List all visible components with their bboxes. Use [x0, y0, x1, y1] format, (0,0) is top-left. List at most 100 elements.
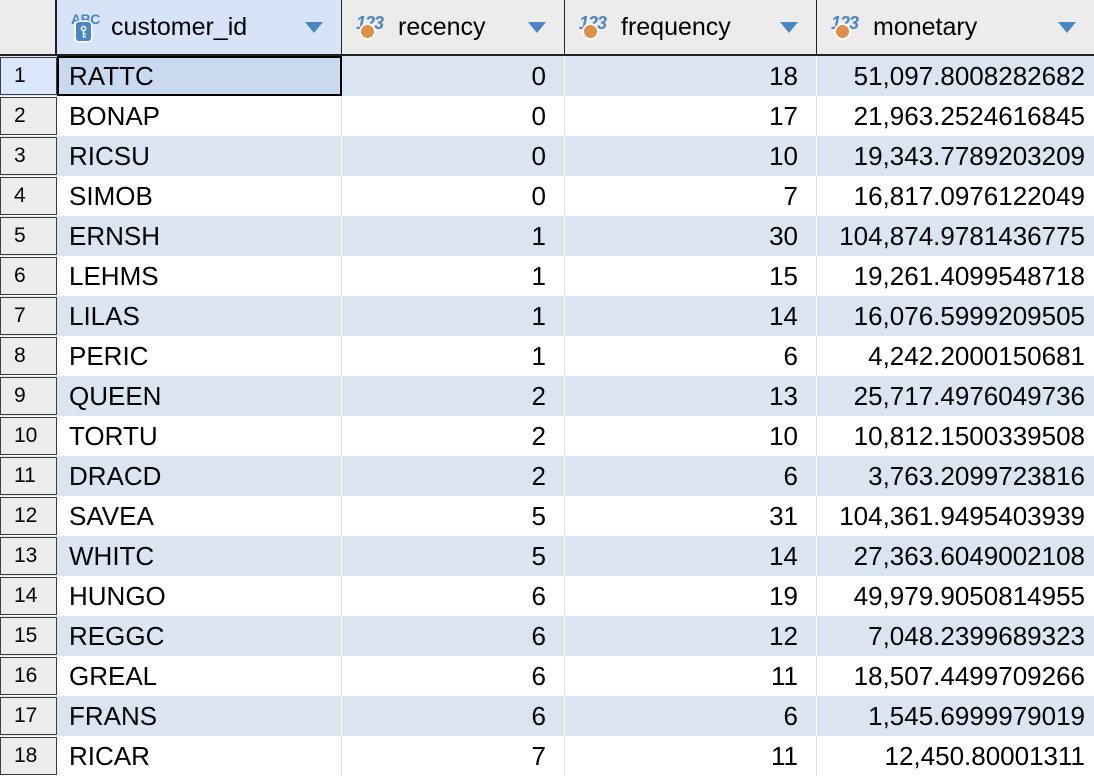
column-header-customer-id[interactable]: ABC customer_id [57, 0, 342, 54]
cell-recency[interactable]: 1 [342, 256, 565, 296]
row-number[interactable]: 14 [0, 577, 57, 615]
row-number[interactable]: 16 [0, 657, 57, 695]
cell-frequency[interactable]: 17 [565, 96, 817, 136]
cell-monetary[interactable]: 49,979.9050814955 [853, 581, 1085, 611]
cell-recency[interactable]: 2 [342, 456, 565, 496]
cell-frequency[interactable]: 30 [565, 216, 817, 256]
row-number[interactable]: 12 [0, 497, 57, 535]
cell-customer-id[interactable]: RICSU [57, 136, 342, 176]
cell-recency[interactable]: 0 [342, 136, 565, 176]
row-number[interactable]: 11 [0, 457, 57, 495]
cell-monetary[interactable]: 4,242.2000150681 [868, 341, 1085, 371]
cell-frequency[interactable]: 11 [565, 736, 817, 776]
cell-frequency[interactable]: 14 [565, 296, 817, 336]
cell-recency[interactable]: 5 [342, 536, 565, 576]
cell-recency[interactable]: 0 [342, 176, 565, 216]
cell-customer-id[interactable]: ERNSH [57, 216, 342, 256]
cell-frequency[interactable]: 11 [565, 656, 817, 696]
row-number[interactable]: 9 [0, 377, 57, 415]
cell-monetary[interactable]: 51,097.8008282682 [853, 61, 1085, 91]
cell-customer-id[interactable]: LILAS [57, 296, 342, 336]
cell-customer-id[interactable]: HUNGO [57, 576, 342, 616]
cell-recency[interactable]: 0 [342, 96, 565, 136]
cell-monetary[interactable]: 18,507.4499709266 [853, 661, 1085, 691]
cell-customer-id[interactable]: BONAP [57, 96, 342, 136]
cell-monetary[interactable]: 19,261.4099548718 [853, 261, 1085, 291]
cell-frequency[interactable]: 7 [565, 176, 817, 216]
dropdown-arrow-icon[interactable] [528, 21, 546, 33]
cell-customer-id[interactable]: PERIC [57, 336, 342, 376]
cell-customer-id[interactable]: RATTC [57, 56, 342, 96]
cell-customer-id[interactable]: SIMOB [57, 176, 342, 216]
cell-frequency[interactable]: 10 [565, 136, 817, 176]
cell-recency[interactable]: 7 [342, 736, 565, 776]
cell-frequency[interactable]: 18 [565, 56, 817, 96]
row-number[interactable]: 1 [0, 57, 57, 95]
cell-recency[interactable]: 6 [342, 656, 565, 696]
cell-customer-id[interactable]: RICAR [57, 736, 342, 776]
cell-monetary[interactable]: 12,450.80001311 [884, 741, 1086, 771]
row-number[interactable]: 10 [0, 417, 57, 455]
cell-customer-id[interactable]: GREAL [57, 656, 342, 696]
row-number[interactable]: 2 [0, 97, 57, 135]
cell-customer-id[interactable]: WHITC [57, 536, 342, 576]
cell-frequency[interactable]: 6 [565, 456, 817, 496]
row-number[interactable]: 6 [0, 257, 57, 295]
cell-monetary[interactable]: 16,817.0976122049 [853, 181, 1085, 211]
cell-recency[interactable]: 2 [342, 416, 565, 456]
cell-monetary[interactable]: 27,363.6049002108 [853, 541, 1085, 571]
cell-frequency[interactable]: 12 [565, 616, 817, 656]
row-number[interactable]: 18 [0, 737, 57, 775]
row-number[interactable]: 13 [0, 537, 57, 575]
cell-recency[interactable]: 2 [342, 376, 565, 416]
cell-monetary[interactable]: 25,717.4976049736 [853, 381, 1085, 411]
key-icon [76, 22, 91, 41]
cell-frequency[interactable]: 6 [565, 336, 817, 376]
column-header-monetary[interactable]: 123 monetary [817, 0, 1094, 54]
cell-frequency[interactable]: 31 [565, 496, 817, 536]
cell-customer-id[interactable]: QUEEN [57, 376, 342, 416]
cell-customer-id[interactable]: REGGC [57, 616, 342, 656]
cell-recency[interactable]: 1 [342, 336, 565, 376]
column-header-frequency[interactable]: 123 frequency [565, 0, 817, 54]
column-header-recency[interactable]: 123 recency [342, 0, 565, 54]
row-number[interactable]: 7 [0, 297, 57, 335]
cell-frequency[interactable]: 10 [565, 416, 817, 456]
cell-monetary[interactable]: 19,343.7789203209 [853, 141, 1085, 171]
cell-frequency[interactable]: 14 [565, 536, 817, 576]
row-number[interactable]: 3 [0, 137, 57, 175]
cell-monetary[interactable]: 3,763.2099723816 [868, 461, 1085, 491]
row-number[interactable]: 4 [0, 177, 57, 215]
cell-recency[interactable]: 5 [342, 496, 565, 536]
dropdown-arrow-icon[interactable] [780, 21, 798, 33]
cell-frequency[interactable]: 15 [565, 256, 817, 296]
cell-recency[interactable]: 6 [342, 616, 565, 656]
cell-monetary[interactable]: 21,963.2524616845 [853, 101, 1085, 131]
cell-recency[interactable]: 0 [342, 56, 565, 96]
cell-recency[interactable]: 1 [342, 296, 565, 336]
cell-customer-id[interactable]: LEHMS [57, 256, 342, 296]
cell-customer-id[interactable]: SAVEA [57, 496, 342, 536]
cell-recency[interactable]: 1 [342, 216, 565, 256]
dropdown-arrow-icon[interactable] [1058, 21, 1076, 33]
cell-monetary[interactable]: 1,545.6999979019 [868, 701, 1085, 731]
cell-frequency[interactable]: 13 [565, 376, 817, 416]
row-number[interactable]: 17 [0, 697, 57, 735]
cell-customer-id[interactable]: TORTU [57, 416, 342, 456]
cell-frequency[interactable]: 6 [565, 696, 817, 736]
cell-customer-id[interactable]: FRANS [57, 696, 342, 736]
row-number[interactable]: 5 [0, 217, 57, 255]
row-number[interactable]: 15 [0, 617, 57, 655]
cell-monetary[interactable]: 16,076.5999209505 [853, 301, 1085, 331]
cell-monetary[interactable]: 104,361.9495403939 [839, 501, 1085, 531]
cell-monetary[interactable]: 104,874.9781436775 [839, 221, 1085, 251]
dropdown-arrow-icon[interactable] [305, 21, 323, 33]
corner-cell[interactable] [0, 0, 57, 54]
cell-recency[interactable]: 6 [342, 576, 565, 616]
row-number[interactable]: 8 [0, 337, 57, 375]
cell-monetary[interactable]: 10,812.1500339508 [853, 421, 1085, 451]
cell-recency[interactable]: 6 [342, 696, 565, 736]
cell-customer-id[interactable]: DRACD [57, 456, 342, 496]
cell-frequency[interactable]: 19 [565, 576, 817, 616]
cell-monetary[interactable]: 7,048.2399689323 [868, 621, 1085, 651]
